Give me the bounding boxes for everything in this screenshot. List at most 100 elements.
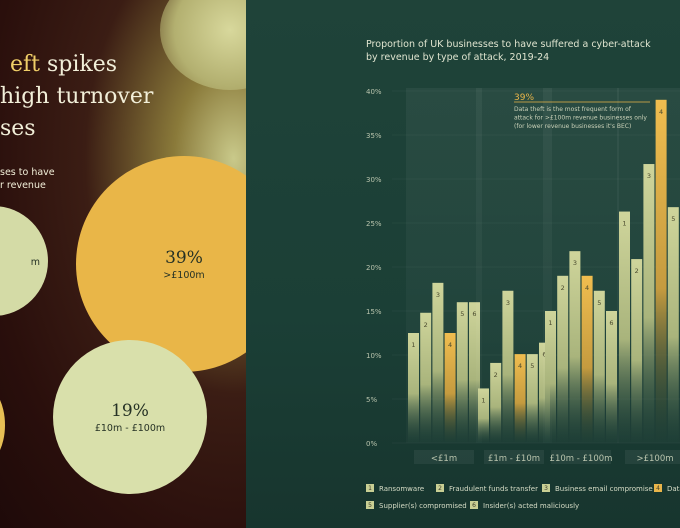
bar-business-email-compromise (432, 282, 444, 443)
legend-swatch (436, 484, 444, 492)
legend-label: Data t (667, 485, 680, 493)
bar-series-number: 3 (436, 291, 440, 299)
bar-series-number: 6 (472, 310, 476, 318)
bar-series-number: 5 (671, 215, 675, 223)
bar-series-number: 2 (561, 284, 565, 292)
y-tick-label: 35% (366, 132, 382, 140)
annotation-text: (for lower revenue businesses it's BEC) (514, 123, 631, 130)
circle-over-100m: 39% >£100m (76, 156, 246, 372)
category-label-background (551, 450, 611, 464)
bar-supplier-s-compromised (667, 207, 679, 443)
bar-supplier-s-compromised (456, 302, 468, 443)
chart-title-line-2: by revenue by type of attack, 2019-24 (366, 52, 550, 63)
circle-percent: 39% (165, 247, 203, 268)
legend-swatch-number: 5 (368, 502, 372, 509)
bar-business-email-compromise (643, 164, 655, 444)
left-panel: eft spikes high turnover ses ses to have… (0, 0, 246, 528)
bar-ransomware (545, 311, 556, 443)
bar-data-theft (655, 99, 667, 444)
bar-ransomware (408, 333, 419, 443)
circle-range: m (30, 256, 40, 268)
legend-swatch-number: 3 (544, 485, 548, 492)
bar-supplier-s-compromised (593, 290, 605, 443)
legend-swatch-number: 4 (656, 485, 660, 492)
chart-title: Proportion of UK businesses to have suff… (366, 38, 651, 64)
bar-fraudulent-funds-transfer (557, 275, 569, 443)
circle-range: £10m - £100m (94, 422, 166, 434)
category-label-background (484, 450, 544, 464)
bar-series-number: 4 (518, 362, 522, 370)
circle-range: >£100m (163, 269, 205, 281)
bar-insider-s-acted-maliciously (469, 302, 480, 443)
headline-highlight: eft (10, 52, 41, 77)
bar-series-number: 2 (494, 371, 498, 379)
bar-data-theft (581, 275, 593, 443)
bar-series-number: 5 (597, 299, 601, 307)
bar-business-email-compromise (502, 290, 514, 443)
category-label-background (625, 450, 680, 464)
bar-supplier-s-compromised (526, 354, 538, 443)
legend-label: Supplier(s) compromised (379, 502, 467, 510)
y-tick-label: 25% (366, 220, 382, 228)
bar-ransomware (478, 388, 489, 443)
legend-swatch (542, 484, 550, 492)
circle-partial (0, 385, 5, 465)
y-tick-label: 15% (366, 308, 382, 316)
y-tick-label: 40% (366, 88, 382, 96)
category-label-background (414, 450, 474, 464)
headline-line-1-rest: spikes (40, 52, 118, 77)
bar-fraudulent-funds-transfer (420, 312, 432, 443)
y-tick-label: 30% (366, 176, 382, 184)
bar-fraudulent-funds-transfer (490, 362, 502, 443)
subtitle-line-2: r revenue (0, 180, 46, 191)
bar-ransomware (619, 211, 630, 443)
category-label: £1m - £10m (488, 454, 540, 464)
bar-series-number: 1 (411, 341, 415, 349)
y-tick-label: 20% (366, 264, 382, 272)
annotation-text: attack for >£100m revenue businesses onl… (514, 115, 647, 122)
legend-swatch (366, 484, 374, 492)
subtitle-line-1: ses to have (0, 167, 55, 178)
bar-series-number: 5 (530, 362, 534, 370)
bar-series-number: 4 (585, 284, 589, 292)
bar-series-number: 2 (635, 267, 639, 275)
category-label: £10m - £100m (550, 454, 613, 464)
bar-business-email-compromise (569, 251, 581, 443)
bar-series-number: 3 (647, 172, 651, 180)
bar-data-theft (514, 354, 526, 443)
bar-series-number: 5 (460, 310, 464, 318)
bar-series-number: 1 (622, 220, 626, 228)
circle-percent: 19% (111, 400, 149, 421)
legend-label: Business email compromise (555, 485, 653, 493)
legend-swatch-number: 1 (368, 485, 372, 492)
bar-series-number: 3 (573, 259, 577, 267)
legend-label: Ransomware (379, 485, 424, 493)
bar-series-number: 1 (548, 319, 552, 327)
headline-line-3: ses (0, 116, 36, 141)
annotation-text: Data theft is the most frequent form of (514, 106, 632, 113)
legend-swatch (366, 501, 374, 509)
bar-series-number: 6 (609, 319, 613, 327)
circle-10m-100m: 19% £10m - £100m (53, 340, 207, 494)
headline-line-2: high turnover (0, 84, 154, 109)
y-tick-label: 5% (366, 396, 377, 404)
bar-fraudulent-funds-transfer (631, 259, 643, 443)
y-tick-label: 10% (366, 352, 382, 360)
bar-series-number: 2 (424, 321, 428, 329)
bar-series-number: 3 (506, 299, 510, 307)
bar-series-number: 4 (448, 341, 452, 349)
bar-data-theft (444, 333, 456, 443)
chart-title-line-1: Proportion of UK businesses to have suff… (366, 39, 651, 50)
annotation-value: 39% (514, 93, 534, 103)
legend-swatch-number: 2 (438, 485, 442, 492)
y-tick-label: 0% (366, 440, 377, 448)
legend-swatch-number: 6 (472, 502, 476, 509)
legend-label: Fraudulent funds transfer (449, 485, 538, 493)
bar-series-number: 4 (659, 108, 663, 116)
headline-line-1: eft spikes (10, 50, 117, 80)
bar-insider-s-acted-maliciously (606, 311, 617, 443)
legend-swatch (654, 484, 662, 492)
category-label: <£1m (431, 454, 457, 464)
legend-label: Insider(s) acted maliciously (483, 502, 579, 510)
